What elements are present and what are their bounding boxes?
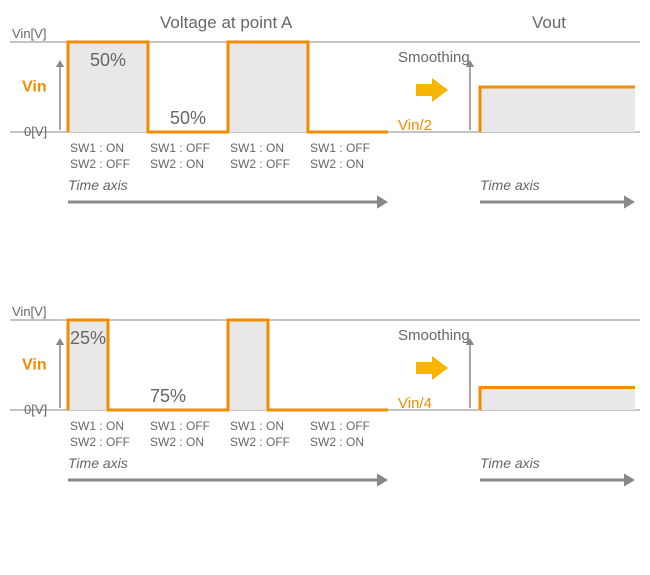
vin-label: Vin	[22, 79, 47, 96]
time-axis-label-left: Time axis	[68, 177, 128, 193]
title-voltage-a: Voltage at point A	[160, 13, 293, 32]
sw1-state-1: SW1 : OFF	[150, 419, 210, 433]
time-axis-label-left: Time axis	[68, 455, 128, 471]
vout-fraction-label: Vin/4	[398, 395, 432, 412]
sw1-state-3: SW1 : OFF	[310, 141, 370, 155]
sw2-state-0: SW2 : OFF	[70, 435, 130, 449]
vout-fraction-label: Vin/2	[398, 117, 432, 134]
smoothing-label: Smoothing	[398, 327, 470, 344]
sw1-state-3: SW1 : OFF	[310, 419, 370, 433]
sw2-state-3: SW2 : ON	[310, 157, 364, 171]
vin-top-label: Vin[V]	[12, 26, 46, 41]
sw2-state-0: SW2 : OFF	[70, 157, 130, 171]
duty-high-pct: 25%	[70, 328, 106, 348]
smoothing-arrow-icon	[416, 356, 448, 380]
pwm-diagram: Voltage at point A Vout Vin[V] 0[V] Vin 50% 50…	[10, 10, 640, 565]
sw2-state-1: SW2 : ON	[150, 435, 204, 449]
smoothing-label: Smoothing	[398, 49, 470, 66]
vin-label: Vin	[22, 357, 47, 374]
duty-high-pct: 50%	[90, 50, 126, 70]
sw2-state-1: SW2 : ON	[150, 157, 204, 171]
vin-top-label: Vin[V]	[12, 304, 46, 319]
sw1-state-0: SW1 : ON	[70, 141, 124, 155]
sw1-state-2: SW1 : ON	[230, 141, 284, 155]
duty-low-pct: 75%	[150, 386, 186, 406]
duty-low-pct: 50%	[170, 108, 206, 128]
smoothing-arrow-icon	[416, 78, 448, 102]
title-vout: Vout	[532, 13, 566, 32]
time-axis-label-right: Time axis	[480, 177, 540, 193]
sw1-state-2: SW1 : ON	[230, 419, 284, 433]
time-axis-label-right: Time axis	[480, 455, 540, 471]
sw1-state-1: SW1 : OFF	[150, 141, 210, 155]
zero-label: 0[V]	[24, 124, 47, 139]
zero-label: 0[V]	[24, 402, 47, 417]
sw2-state-2: SW2 : OFF	[230, 157, 290, 171]
sw1-state-0: SW1 : ON	[70, 419, 124, 433]
sw2-state-2: SW2 : OFF	[230, 435, 290, 449]
sw2-state-3: SW2 : ON	[310, 435, 364, 449]
